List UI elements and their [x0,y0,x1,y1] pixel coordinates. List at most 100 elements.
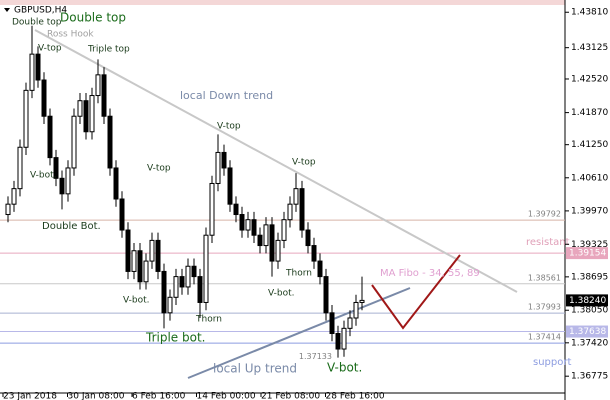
y-tick-label: 1.40610 [571,173,608,183]
candle-body [137,250,143,283]
candle-body [29,53,35,91]
level-box [566,247,608,260]
y-tick-label: 1.41250 [571,140,608,150]
candle-body [17,146,23,190]
annotation: Triple bot. [145,331,205,345]
candle-body [317,260,323,278]
candle-body [131,250,137,272]
candle-body [269,224,275,262]
candle-body [323,276,329,314]
candle-body [149,239,155,262]
candle-body [329,312,335,335]
annotation: V-top [217,122,241,132]
y-tick-label: 1.37420 [571,338,608,348]
x-tick-label: 30 Jan 08:00 [68,392,125,400]
candle-body [47,115,53,159]
annotation: V-bot. [123,296,150,306]
level-label: 1.37638 [569,327,606,337]
candle-body [305,229,311,247]
candle-body [263,224,269,247]
level-box [566,294,608,307]
candle-body [155,239,161,272]
y-tick-label: 1.39970 [571,206,608,216]
candle-body [353,301,359,319]
annotation: MA Fibo - 34, 55, 89 [380,268,480,279]
y-tick-label: 1.43810 [571,8,608,18]
annotation: local Up trend [213,362,297,376]
x-tick-label: 6 Feb 16:00 [132,392,186,400]
candle-body [101,74,107,117]
y-tick-label: 1.36775 [571,372,608,382]
y-tick-label: 1.42520 [571,74,608,84]
top-band [0,0,565,5]
candle-body [23,89,29,148]
candle-body [65,167,71,195]
annotation: Triple top [87,45,130,55]
annotation: Ross Hook [47,30,94,40]
level-label: 1.38561 [528,273,561,282]
candle-body [191,265,197,278]
candle-body [203,234,209,303]
candle-body [125,229,131,272]
candle-body [143,260,149,283]
level-label: 1.39154 [569,249,606,259]
candle-body [239,214,245,231]
annotation: local Down trend [180,89,273,102]
annotation: V-bot. [30,171,57,181]
x-tick-label: 28 Feb 16:00 [326,392,385,400]
candle-body [299,188,305,231]
annotation: V-bot. [268,289,295,299]
candle-body [227,167,233,205]
annotation: support [533,357,571,368]
candle-body [257,234,263,247]
level-box [566,325,608,338]
candle-body [59,177,65,195]
annotation: resistant [526,237,570,248]
candle-body [251,219,257,236]
y-tick-label: 1.43125 [571,43,608,53]
level-label: 1.37414 [528,333,561,342]
level-label: 1.39792 [528,210,561,219]
candle-body [107,115,113,169]
candle-body [335,333,341,350]
candle-body [113,167,119,200]
annotation: V-top [147,164,171,174]
x-tick-label: 23 Jan 2018 [3,392,57,400]
low-label: 1.37133 [299,352,332,361]
candle-body [245,219,251,231]
candle-body [161,270,167,314]
candle-body [209,182,215,236]
projection-path [371,254,461,330]
candle-body [41,79,47,117]
annotation: Double top [60,11,126,25]
candle-body [77,100,83,117]
annotation: Thorn [285,269,312,279]
x-tick-label: 21 Feb 08:00 [261,392,320,400]
annotation: V-top [292,158,316,168]
candle-body [287,203,293,221]
candle-body [5,203,11,216]
candle-body [359,299,365,303]
candle-body [215,151,221,184]
annotation: Thorn [195,315,222,325]
y-tick-label: 1.38695 [571,272,608,282]
candle-body [311,245,317,262]
candle-body [347,317,353,329]
candle-body [197,276,203,303]
candle-body [341,327,347,350]
candle-body [281,219,287,241]
down-trend-line [34,29,518,293]
annotation: V-bot. [327,361,362,375]
y-tick-label: 1.38050 [571,306,608,316]
candle-body [293,188,299,205]
y-tick-label: 1.41870 [571,108,608,118]
y-tick-label: 1.39325 [571,240,608,250]
candle-body [71,115,77,169]
candle-body [179,276,185,288]
candle-body [35,53,41,81]
level-label: 1.37993 [528,303,561,312]
candle-body [83,100,89,133]
candle-body [233,203,239,216]
x-tick-label: 14 Feb 00:00 [197,392,256,400]
